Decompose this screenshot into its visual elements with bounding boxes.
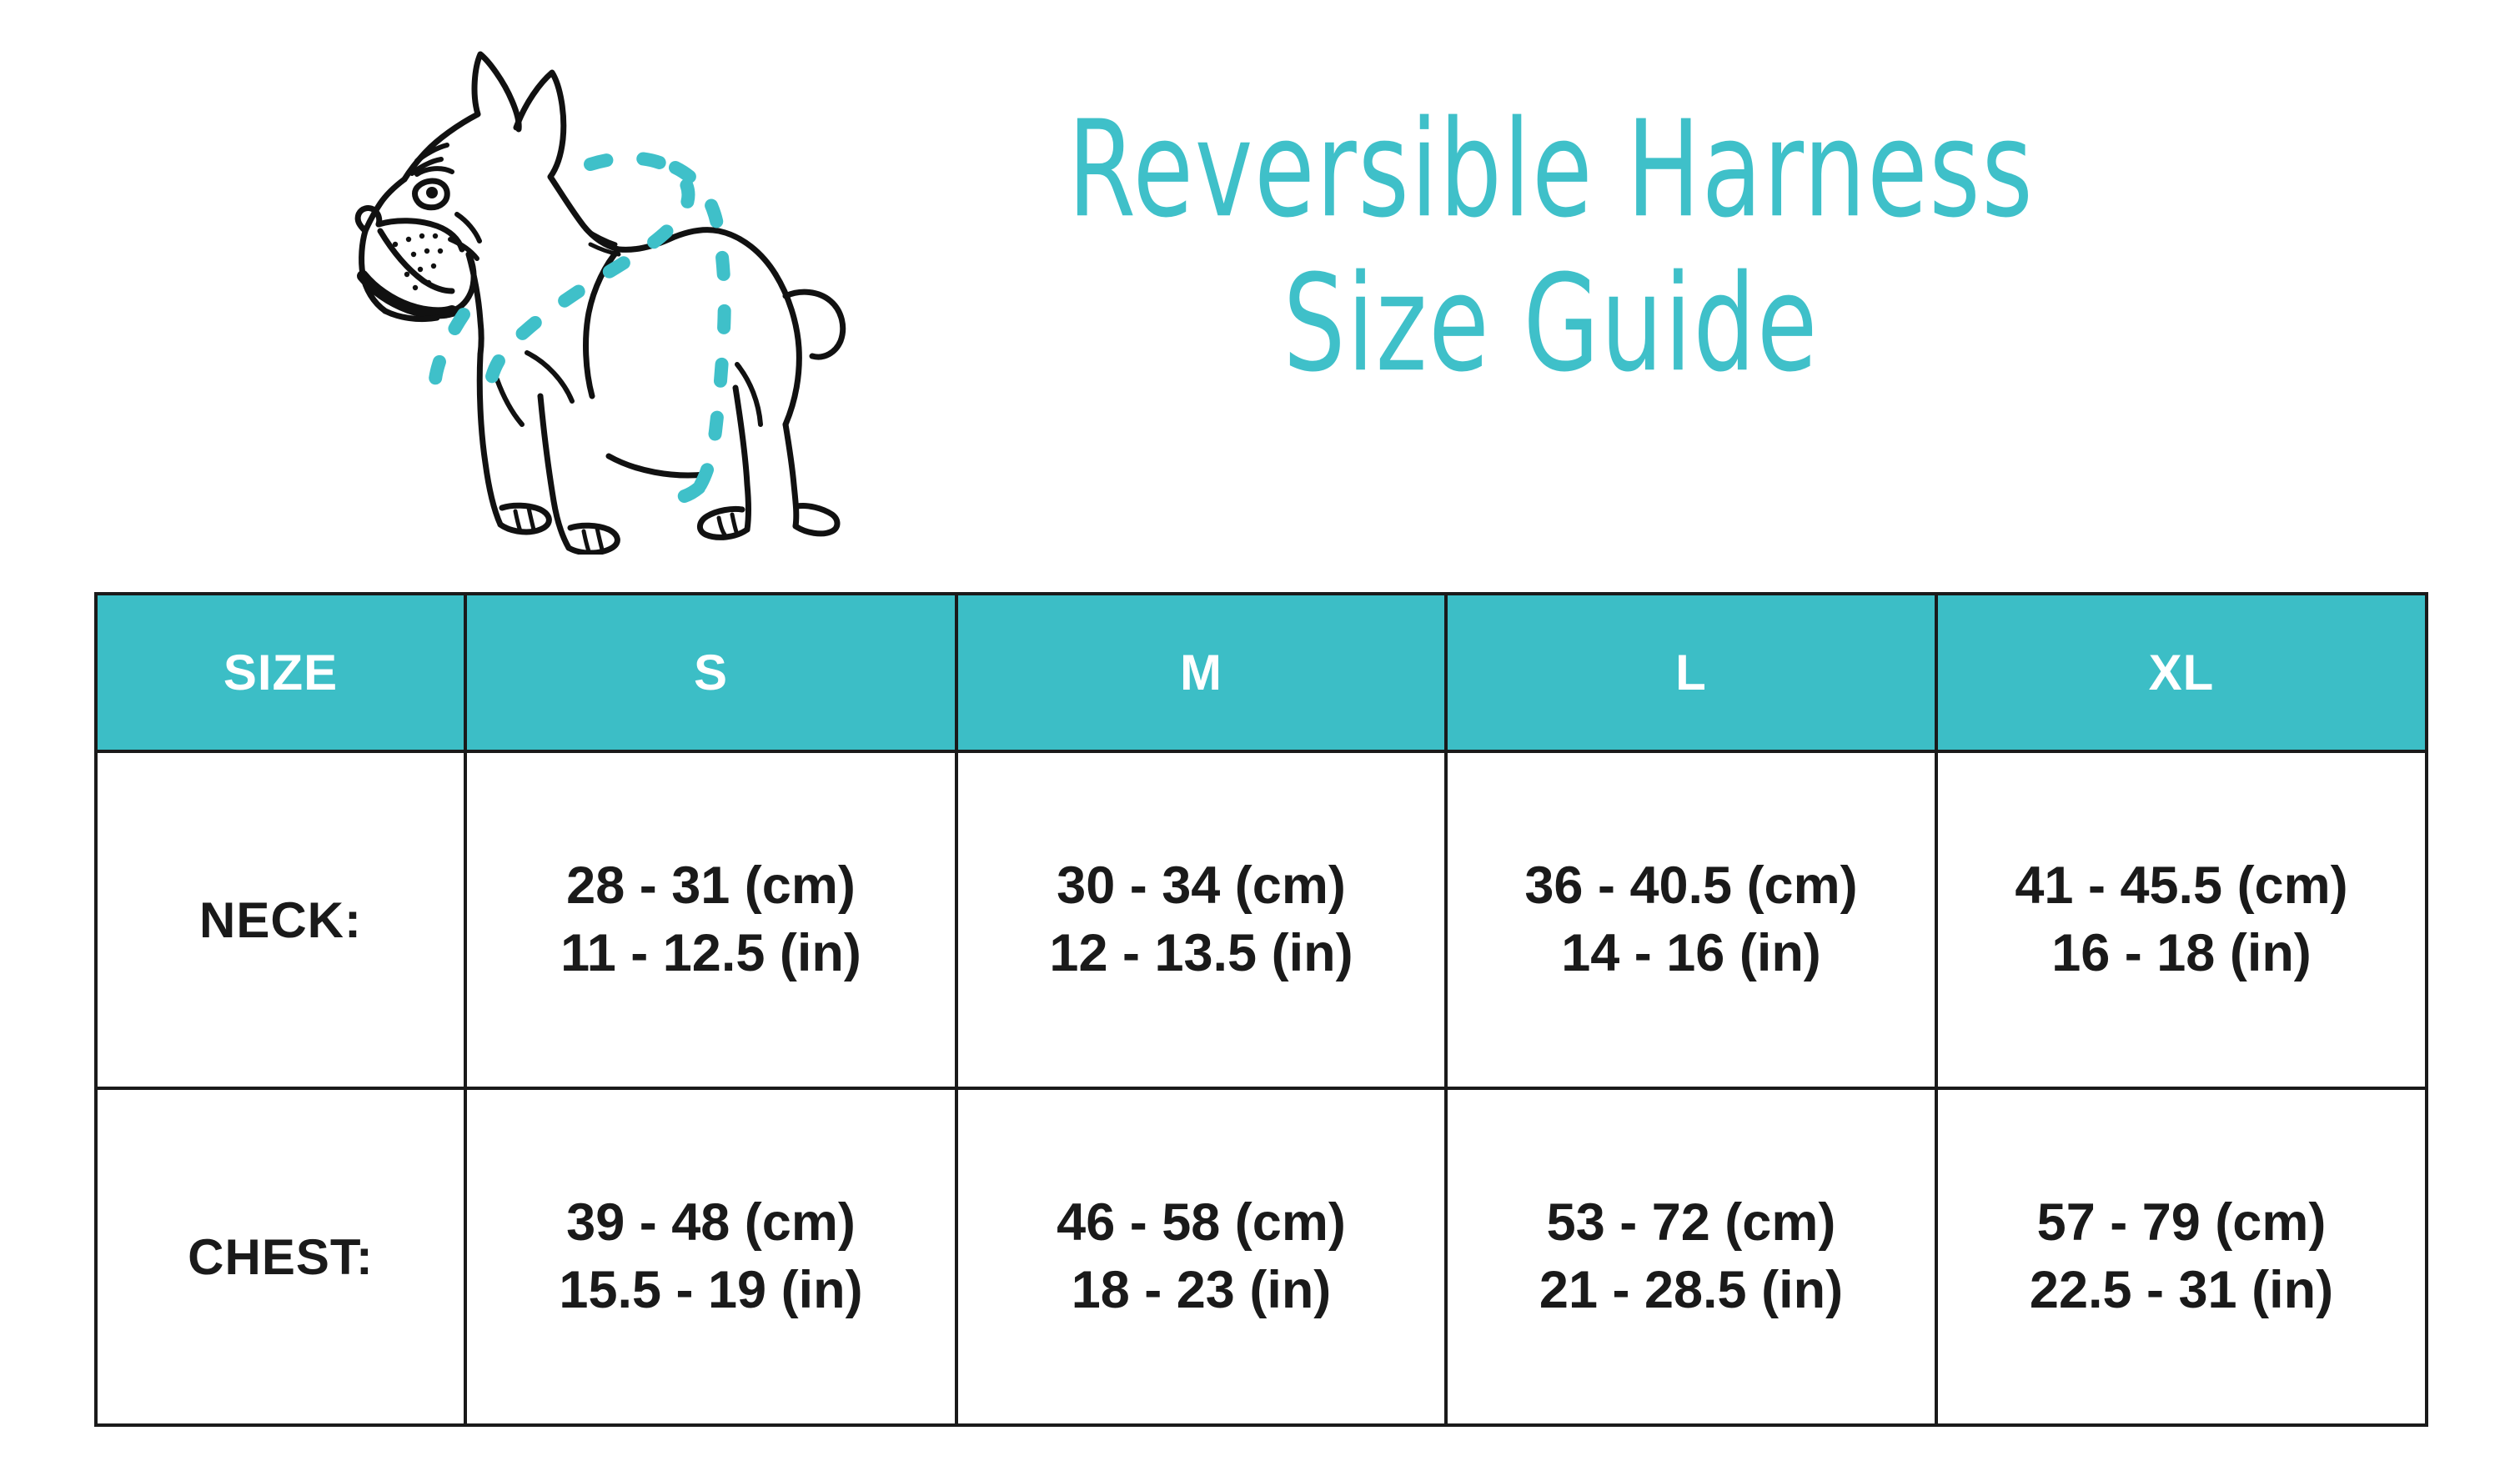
chest-measure-dashed-line — [662, 161, 731, 505]
cell-value-cm: 36 - 40.5 (cm) — [1524, 856, 1858, 916]
table-row: NECK: 28 - 31 (cm) 11 - 12.5 (in) 30 - 3… — [94, 750, 2428, 1090]
cell-chest-s: 39 - 48 (cm) 15.5 - 19 (in) — [464, 1087, 958, 1427]
cell-value-cm: 53 - 72 (cm) — [1546, 1193, 1836, 1253]
cell-chest-m: 46 - 58 (cm) 18 - 23 (in) — [955, 1087, 1448, 1427]
size-guide-table: SIZE S M L XL NECK: 28 - 31 (cm) 11 - 12… — [94, 592, 2428, 1427]
cell-value-cm: 41 - 45.5 (cm) — [2015, 856, 2348, 916]
cell-value-cm: 28 - 31 (cm) — [566, 856, 856, 916]
cell-neck-s: 28 - 31 (cm) 11 - 12.5 (in) — [464, 750, 958, 1090]
header-area: Reversible Harness Size Guide — [0, 0, 2520, 592]
column-header-s: S — [464, 592, 958, 753]
row-label-neck: NECK: — [94, 750, 467, 1090]
cell-value-cm: 30 - 34 (cm) — [1057, 856, 1346, 916]
cell-neck-m: 30 - 34 (cm) 12 - 13.5 (in) — [955, 750, 1448, 1090]
column-header-xl: XL — [1935, 592, 2428, 753]
dog-svg — [354, 51, 846, 555]
muzzle-spots — [392, 233, 444, 291]
cell-value-in: 21 - 28.5 (in) — [1539, 1261, 1844, 1319]
column-header-m: M — [955, 592, 1448, 753]
cell-value-in: 16 - 18 (in) — [2051, 924, 2312, 982]
cell-value-in: 12 - 13.5 (in) — [1049, 924, 1353, 982]
cell-chest-l: 53 - 72 (cm) 21 - 28.5 (in) — [1444, 1087, 1938, 1427]
table-header-row: SIZE S M L XL — [94, 592, 2428, 753]
column-header-size: SIZE — [94, 592, 467, 753]
title-line-primary: Reversible Harness — [1067, 93, 2035, 248]
cell-value-cm: 57 - 79 (cm) — [2036, 1193, 2327, 1253]
cell-value-in: 11 - 12.5 (in) — [560, 924, 861, 982]
column-header-l: L — [1444, 592, 1938, 753]
cell-value-in: 18 - 23 (in) — [1071, 1261, 1332, 1319]
page-title: Reversible Harness Size Guide — [884, 93, 2218, 394]
dog-outline — [354, 51, 846, 555]
cell-chest-xl: 57 - 79 (cm) 22.5 - 31 (in) — [1935, 1087, 2428, 1427]
cell-value-in: 15.5 - 19 (in) — [559, 1261, 863, 1319]
table-row: CHEST: 39 - 48 (cm) 15.5 - 19 (in) 46 - … — [94, 1087, 2428, 1427]
french-bulldog-illustration — [325, 21, 926, 555]
cell-value-cm: 46 - 58 (cm) — [1057, 1193, 1346, 1253]
table-header: SIZE S M L XL — [94, 592, 2428, 753]
neck-measure-dashed-line — [428, 151, 695, 404]
cell-neck-l: 36 - 40.5 (cm) 14 - 16 (in) — [1444, 750, 1938, 1090]
title-line-secondary: Size Guide — [1283, 246, 1820, 402]
cell-neck-xl: 41 - 45.5 (cm) 16 - 18 (in) — [1935, 750, 2428, 1090]
row-label-chest: CHEST: — [94, 1087, 467, 1427]
cell-value-in: 14 - 16 (in) — [1561, 924, 1821, 982]
table-body: NECK: 28 - 31 (cm) 11 - 12.5 (in) 30 - 3… — [94, 750, 2428, 1427]
cell-value-in: 22.5 - 31 (in) — [2029, 1261, 2334, 1319]
cell-value-cm: 39 - 48 (cm) — [566, 1193, 856, 1253]
